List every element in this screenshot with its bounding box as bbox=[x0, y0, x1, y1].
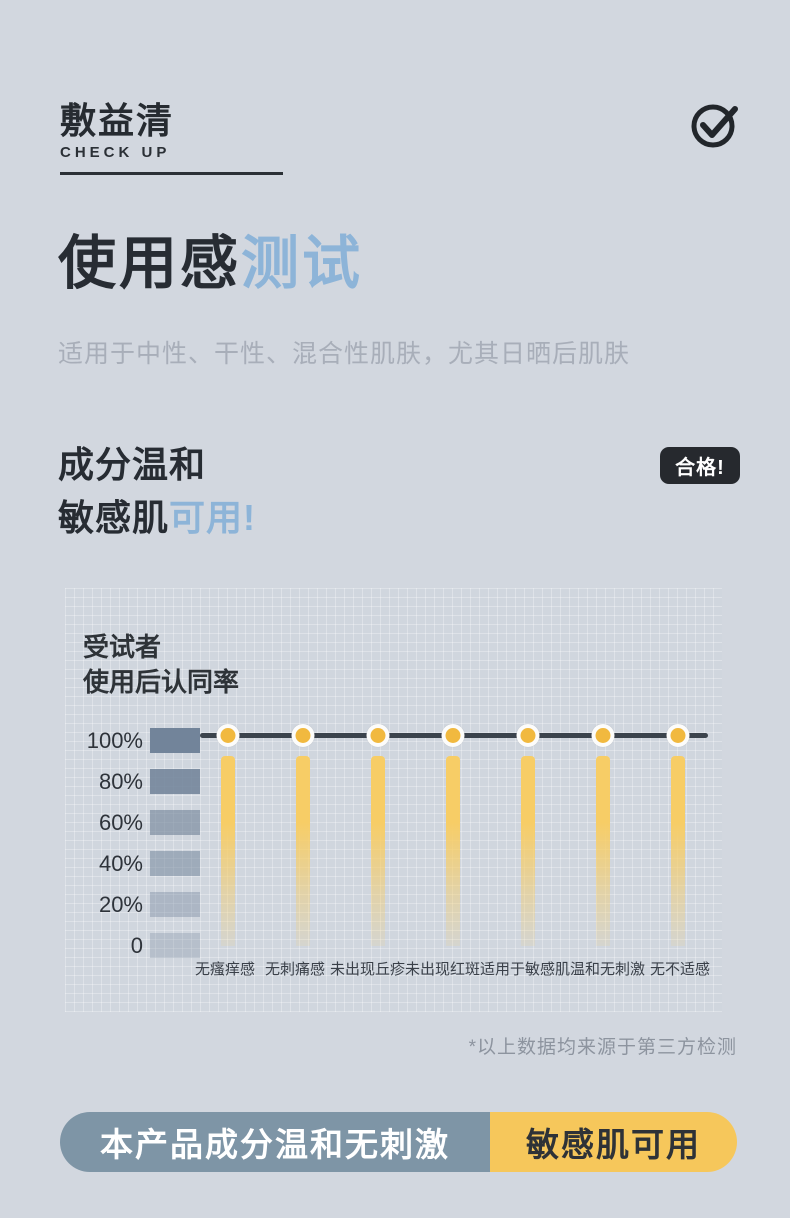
banner-left-text: 本产品成分温和无刺激 bbox=[60, 1112, 490, 1172]
data-point-dot bbox=[295, 728, 310, 743]
page-title-dark: 使用感 bbox=[58, 231, 242, 296]
data-point-dot bbox=[220, 728, 235, 743]
value-bar bbox=[370, 756, 385, 946]
data-point-marker bbox=[666, 724, 689, 747]
approval-chart: 受试者 使用后认同率 100% 80% 60% 40% 20% 0 bbox=[65, 588, 722, 1012]
data-column bbox=[640, 715, 715, 955]
y-axis-tick-label: 80% bbox=[98, 768, 143, 794]
y-axis-row: 80% bbox=[65, 761, 200, 802]
y-axis-tick-label: 0 bbox=[130, 932, 143, 958]
data-point-marker bbox=[366, 724, 389, 747]
data-point-marker bbox=[441, 724, 464, 747]
y-axis-row: 100% bbox=[65, 720, 200, 761]
brand-name: 敷益清 bbox=[60, 100, 175, 141]
chart-title-line2: 使用后认同率 bbox=[83, 667, 240, 697]
plot-area bbox=[190, 715, 715, 955]
y-axis-row: 40% bbox=[65, 843, 200, 884]
brand-underline bbox=[60, 172, 283, 175]
data-point-dot bbox=[670, 728, 685, 743]
value-bar bbox=[595, 756, 610, 946]
data-column bbox=[190, 715, 265, 955]
x-axis-tick-label: 未出现丘疹 bbox=[329, 961, 405, 978]
data-column bbox=[415, 715, 490, 955]
y-axis-row: 60% bbox=[65, 802, 200, 843]
x-axis-tick-label: 温和无刺激 bbox=[570, 961, 646, 978]
bottom-banner: 本产品成分温和无刺激 敏感肌可用 bbox=[60, 1112, 737, 1172]
page-title: 使用感测试 bbox=[58, 216, 363, 300]
pass-badge: 合格! bbox=[660, 447, 740, 484]
y-axis-scale-block bbox=[150, 810, 200, 835]
value-bar bbox=[670, 756, 685, 946]
claim-line2-dark: 敏感肌 bbox=[58, 497, 170, 538]
plot-columns bbox=[190, 715, 715, 955]
y-axis-scale-block bbox=[150, 933, 200, 958]
x-axis-tick-label: 适用于敏感肌 bbox=[480, 961, 571, 978]
value-bar bbox=[520, 756, 535, 946]
x-axis-tick-label: 无瘙痒感 bbox=[194, 961, 255, 978]
page-subtitle: 适用于中性、干性、混合性肌肤，尤其日晒后肌肤 bbox=[58, 340, 631, 368]
y-axis-row: 20% bbox=[65, 884, 200, 925]
x-axis-labels: 无瘙痒感 无刺痛感 未出现丘疹 未出现红斑 适用于敏感肌 温和无刺激 无不适感 bbox=[190, 958, 715, 979]
x-axis-tick-label: 无刺痛感 bbox=[264, 961, 325, 978]
data-column bbox=[340, 715, 415, 955]
claim-text: 成分温和 敏感肌可用! bbox=[58, 438, 256, 544]
x-axis-tick-label: 未出现红斑 bbox=[404, 961, 480, 978]
value-bar bbox=[220, 756, 235, 946]
y-axis-scale-block bbox=[150, 851, 200, 876]
data-point-marker bbox=[216, 724, 239, 747]
y-axis-tick-label: 60% bbox=[98, 809, 143, 835]
brand-subtitle: CHECK UP bbox=[60, 144, 171, 161]
data-source-footnote: *以上数据均来源于第三方检测 bbox=[468, 1037, 737, 1058]
data-point-marker bbox=[591, 724, 614, 747]
data-column bbox=[265, 715, 340, 955]
data-point-marker bbox=[516, 724, 539, 747]
y-axis-scale-block bbox=[150, 892, 200, 917]
data-column bbox=[565, 715, 640, 955]
y-axis-tick-label: 100% bbox=[86, 727, 143, 753]
data-point-marker bbox=[291, 724, 314, 747]
data-point-dot bbox=[445, 728, 460, 743]
y-axis-row: 0 bbox=[65, 925, 200, 966]
value-bar bbox=[295, 756, 310, 946]
data-point-dot bbox=[520, 728, 535, 743]
data-point-dot bbox=[370, 728, 385, 743]
check-circle-icon bbox=[686, 96, 742, 152]
y-axis-scale-block bbox=[150, 728, 200, 753]
y-axis: 100% 80% 60% 40% 20% 0 bbox=[65, 720, 200, 966]
chart-title: 受试者 使用后认同率 bbox=[83, 630, 239, 700]
claim-line1: 成分温和 bbox=[58, 444, 207, 485]
chart-title-line1: 受试者 bbox=[83, 632, 162, 662]
page-title-accent: 测试 bbox=[241, 231, 364, 296]
value-bar bbox=[445, 756, 460, 946]
y-axis-tick-label: 40% bbox=[98, 850, 143, 876]
banner-right-text: 敏感肌可用 bbox=[490, 1112, 737, 1172]
x-axis-tick-label: 无不适感 bbox=[650, 961, 711, 978]
y-axis-scale-block bbox=[150, 769, 200, 794]
claim-line2: 敏感肌可用! bbox=[58, 491, 256, 544]
data-point-dot bbox=[595, 728, 610, 743]
claim-line2-accent: 可用! bbox=[169, 497, 257, 538]
y-axis-tick-label: 20% bbox=[98, 891, 143, 917]
data-column bbox=[490, 715, 565, 955]
